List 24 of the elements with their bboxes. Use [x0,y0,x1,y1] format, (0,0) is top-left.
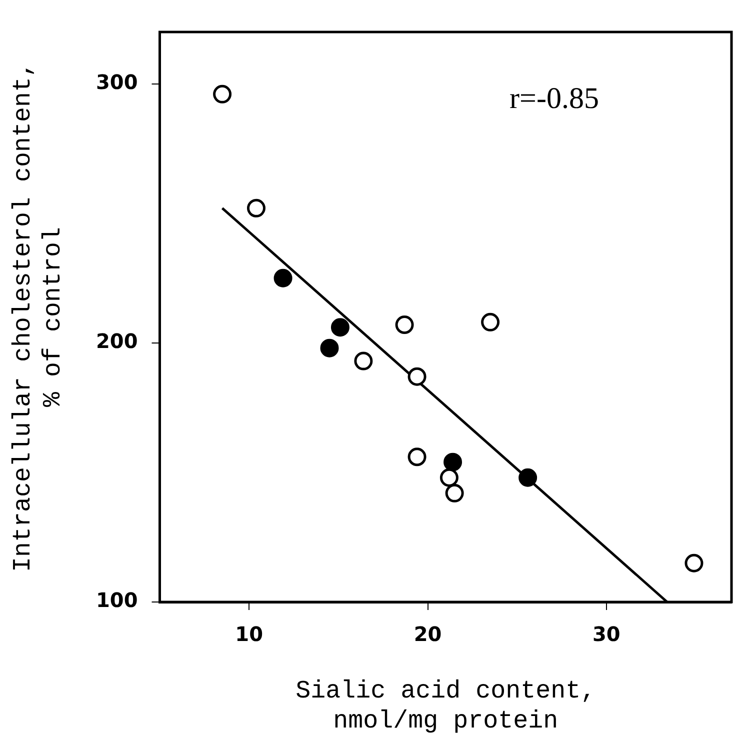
y-tick-label: 100 [96,588,138,612]
point [246,198,266,218]
point [213,84,232,104]
x-tick-label: 10 [235,622,264,646]
point [481,312,500,332]
point [408,367,426,386]
point [440,468,458,487]
point [354,352,373,370]
y-axis-title: Intracellular cholesterol content, % of control [8,62,68,572]
y-tick-label: 200 [96,329,138,354]
point [330,318,350,337]
point [518,468,538,487]
point [444,452,462,472]
x-tick-label: 30 [592,622,620,646]
x-axis-title: Sialic acid content, nmol/mg protein [296,676,596,736]
point [408,448,426,466]
point [274,268,292,288]
point [445,484,464,502]
annotation: r=-0.85 [510,82,599,115]
point [395,316,414,334]
x-tick-label: 20 [414,622,442,646]
point [320,338,339,358]
y-tick-label: 300 [96,70,138,94]
point [684,554,704,572]
